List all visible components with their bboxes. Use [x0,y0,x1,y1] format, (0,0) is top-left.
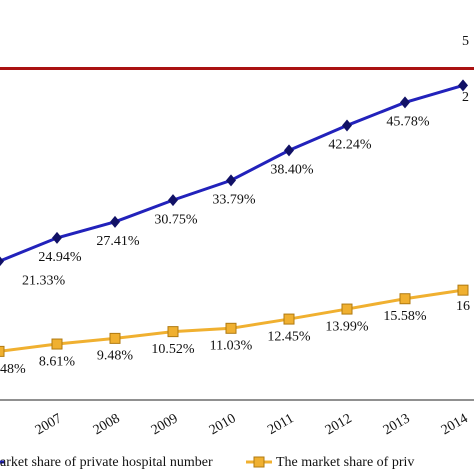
legend-swatch [253,456,265,468]
data-point [52,231,62,244]
data-point [110,215,120,228]
annotation: 5 [462,34,469,49]
data-label: 21.33% [22,274,66,289]
data-point [0,256,4,267]
annotation: 2 [462,90,469,105]
data-label: 27.41% [96,234,140,249]
x-tick-label: 2012 [323,411,355,438]
data-label: 45.78% [386,115,430,130]
data-point [342,119,352,132]
data-point [457,284,469,296]
data-label: 15.58% [383,309,427,324]
data-label: 38.40% [270,163,314,178]
data-point [109,332,121,344]
data-label: 9.48% [97,349,134,364]
x-tick-label: 2014 [439,411,471,438]
data-label: 13.99% [325,319,369,334]
data-label: 30.75% [154,212,198,227]
data-point [283,313,295,325]
x-tick-label: 2007 [33,411,65,438]
data-point [400,96,410,109]
data-point [284,144,294,157]
data-label: 8.61% [39,354,76,369]
data-point [458,79,468,92]
data-point [0,345,5,357]
annotation: 48% [0,362,26,377]
x-tick-label: 2009 [149,411,181,438]
data-label: 24.94% [38,250,82,265]
x-tick-label: 2013 [381,411,413,438]
data-label: 12.45% [267,329,311,344]
data-point [51,338,63,350]
series-line [0,83,464,263]
data-label: 33.79% [212,193,256,208]
data-label: 42.24% [328,138,372,153]
data-point [167,326,179,338]
data-point [168,194,178,207]
annotation: 16 [456,299,470,314]
data-point [341,303,353,315]
legend-label: The market share of priv [276,455,414,470]
data-point [226,174,236,187]
data-label: 11.03% [210,339,253,354]
legend-label: arket share of private hospital number [0,455,213,470]
data-point [399,293,411,305]
x-tick-label: 2011 [265,411,296,438]
x-tick-label: 2008 [91,411,123,438]
data-label: 10.52% [151,342,195,357]
x-tick-label: 2010 [207,411,239,438]
data-point [225,322,237,334]
